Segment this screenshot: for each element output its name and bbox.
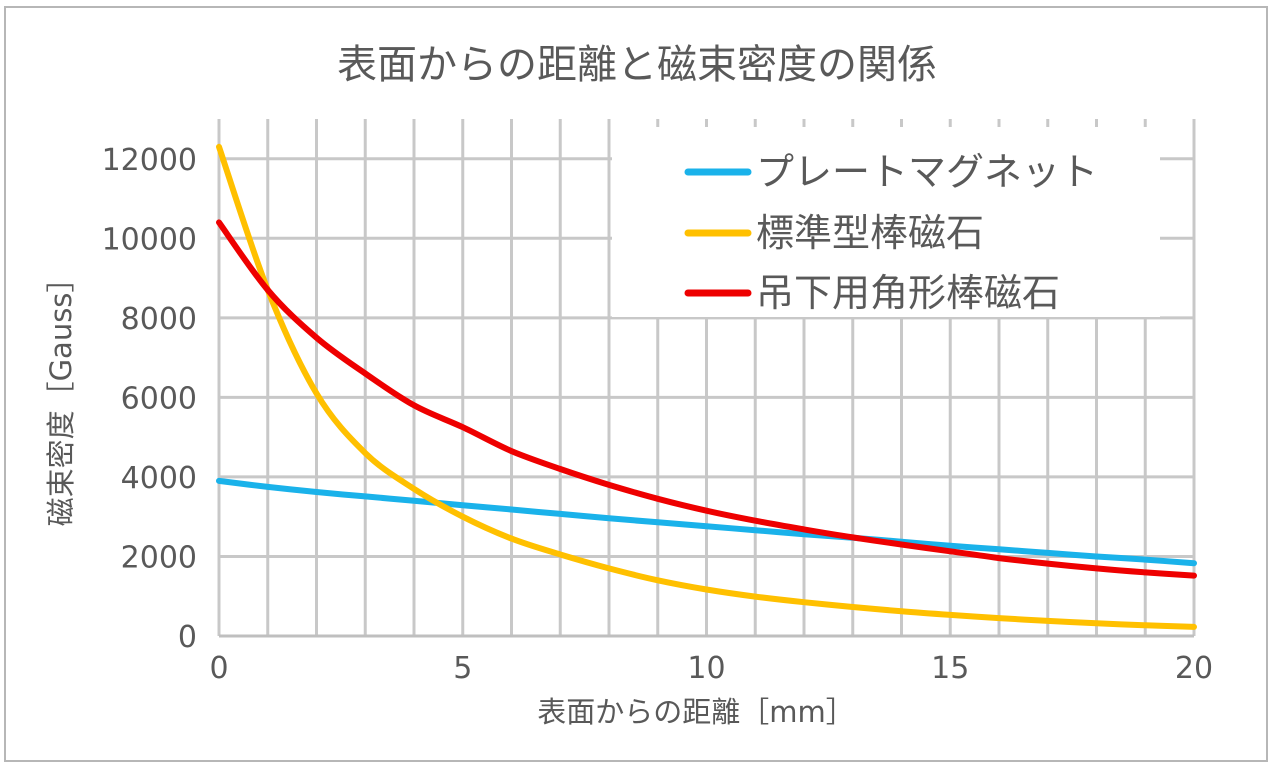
y-tick-label: 12000	[102, 143, 197, 178]
chart-title: 表面からの距離と磁束密度の関係	[337, 42, 937, 88]
legend-label: プレートマグネット	[756, 150, 1098, 194]
x-tick-label: 5	[453, 651, 472, 686]
x-tick-label: 10	[687, 651, 725, 686]
y-tick-label: 0	[178, 620, 197, 655]
series-line	[216, 143, 1197, 630]
y-tick-label: 4000	[121, 461, 197, 496]
legend-label: 吊下用角形棒磁石	[756, 271, 1060, 315]
series-line	[216, 219, 1197, 579]
legend-background	[612, 127, 1160, 317]
x-tick-label: 15	[931, 651, 969, 686]
x-tick-label: 0	[209, 651, 228, 686]
legend-label: 標準型棒磁石	[756, 211, 984, 255]
legend-box	[612, 127, 1160, 317]
series-line	[216, 477, 1197, 567]
series-lines	[216, 143, 1197, 630]
y-tick-label: 2000	[121, 540, 197, 575]
x-tick-label: 20	[1175, 651, 1213, 686]
y-tick-label: 8000	[121, 302, 197, 337]
y-axis-title: 磁束密度［Gauss］	[44, 264, 78, 527]
tick-labels: 0 5 10 15 20 0 2000 4000 6000 8000 10000 12000	[102, 143, 1214, 686]
x-axis-title: 表面からの距離［mm］	[537, 695, 855, 729]
y-tick-label: 6000	[121, 381, 197, 416]
y-tick-label: 10000	[102, 222, 197, 257]
